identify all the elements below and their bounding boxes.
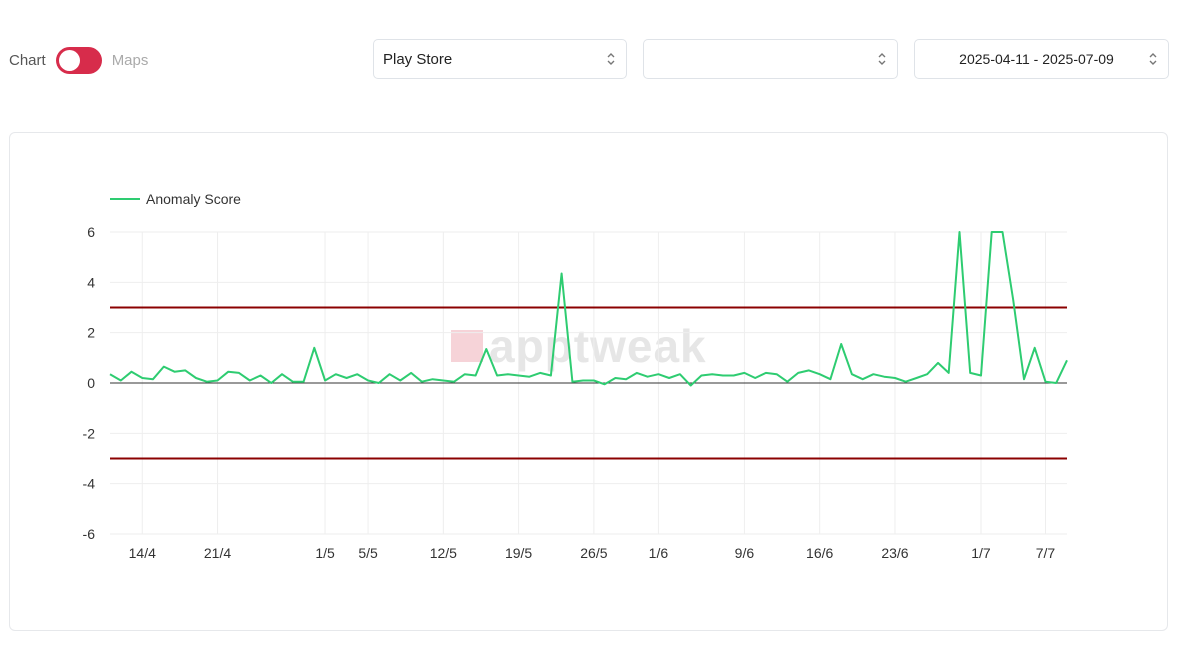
chart-card: apptweak Anomaly Score 6 4 2 0 -2 -4 -6 14/4 21/… <box>9 132 1168 631</box>
y-tick-label: 6 <box>87 224 95 240</box>
y-tick-label: 2 <box>87 325 95 341</box>
y-tick-label: -2 <box>83 425 96 441</box>
y-tick-label: 0 <box>87 375 95 391</box>
toggle-knob <box>58 49 80 71</box>
y-tick-label: -6 <box>83 526 96 542</box>
secondary-select[interactable] <box>643 39 898 79</box>
x-tick-label: 9/6 <box>735 545 755 561</box>
x-tick-label: 12/5 <box>430 545 457 561</box>
toggle-label-chart: Chart <box>9 51 46 69</box>
chart-maps-toggle-group: Chart Maps <box>9 46 148 74</box>
store-select[interactable]: Play Store <box>373 39 627 79</box>
chart-maps-toggle[interactable] <box>55 46 102 74</box>
date-range-value: 2025-04-11 - 2025-07-09 <box>959 51 1114 67</box>
x-tick-label: 5/5 <box>358 545 378 561</box>
x-tick-label: 1/7 <box>971 545 991 561</box>
y-tick-label: 4 <box>87 274 95 290</box>
legend-label: Anomaly Score <box>146 191 241 207</box>
x-tick-label: 21/4 <box>204 545 231 561</box>
x-tick-label: 16/6 <box>806 545 833 561</box>
x-tick-label: 19/5 <box>505 545 532 561</box>
watermark-text: apptweak <box>489 320 707 372</box>
x-tick-label: 26/5 <box>580 545 607 561</box>
chart-legend[interactable]: Anomaly Score <box>110 191 241 207</box>
toggle-label-maps: Maps <box>111 51 149 69</box>
chevron-updown-icon <box>1138 40 1168 78</box>
apptweak-watermark: apptweak <box>451 319 707 373</box>
x-tick-label: 1/5 <box>315 545 335 561</box>
y-tick-label: -4 <box>83 476 96 492</box>
legend-swatch <box>110 198 140 200</box>
date-range-select[interactable]: 2025-04-11 - 2025-07-09 <box>914 39 1169 79</box>
chevron-updown-icon <box>867 40 897 78</box>
x-tick-label: 14/4 <box>129 545 156 561</box>
anomaly-score-chart: 6 4 2 0 -2 -4 -6 14/4 21/4 1/5 5/5 12/5 19/5 26/5 1/6 9… <box>83 224 1068 561</box>
x-tick-label: 7/7 <box>1036 545 1056 561</box>
chevron-updown-icon <box>596 40 626 78</box>
x-tick-label: 1/6 <box>649 545 669 561</box>
store-select-value: Play Store <box>383 50 453 68</box>
series-line-anomaly-score <box>109 231 1068 387</box>
x-tick-label: 23/6 <box>881 545 908 561</box>
apptweak-logo-icon <box>451 330 483 362</box>
